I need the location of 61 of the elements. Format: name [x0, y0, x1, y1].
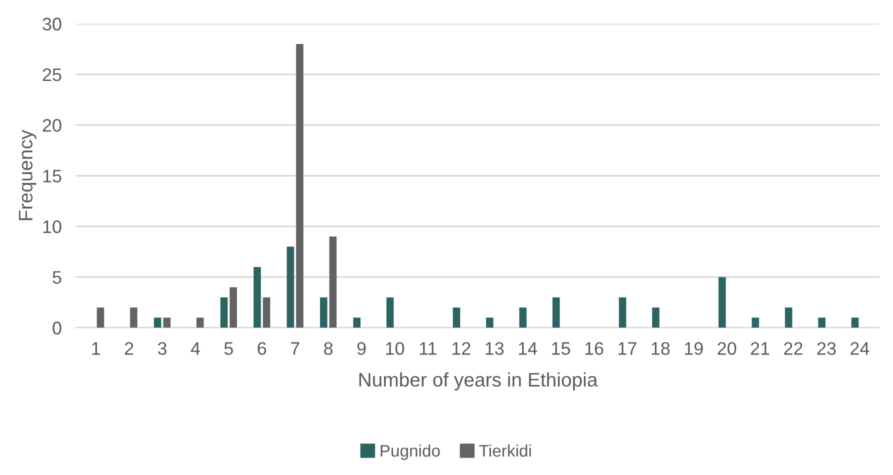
bar — [353, 318, 361, 328]
x-tick-label: 2 — [124, 342, 134, 355]
x-tick-label: 17 — [618, 342, 636, 355]
y-tick-label: 30 — [42, 18, 62, 30]
x-tick-label: 16 — [585, 342, 604, 355]
x-tick-label: 5 — [224, 342, 233, 355]
bar — [96, 307, 104, 328]
bar — [818, 318, 826, 328]
bar — [519, 307, 527, 328]
x-tick-label: 13 — [486, 342, 504, 355]
y-tick-label: 0 — [52, 322, 62, 334]
bar — [130, 307, 138, 328]
bar — [220, 297, 228, 328]
bar — [851, 318, 859, 328]
x-tick-label: 20 — [718, 342, 736, 355]
bar — [154, 318, 162, 328]
x-tick-label: 18 — [652, 342, 670, 355]
y-axis-title: Frequency — [18, 130, 36, 220]
x-tick-label: 23 — [817, 342, 836, 355]
bar — [296, 44, 304, 328]
x-tick-label: 1 — [92, 342, 100, 355]
y-tick-label: 20 — [42, 119, 62, 132]
x-tick-label: 9 — [357, 342, 366, 355]
x-tick-label: 4 — [190, 342, 200, 355]
bar — [552, 297, 560, 328]
x-tick-label: 14 — [518, 342, 538, 355]
x-tick-label: 11 — [420, 342, 436, 355]
y-tick-label: 25 — [42, 68, 62, 82]
bar — [386, 297, 394, 328]
bar — [718, 277, 726, 328]
bar — [163, 318, 171, 328]
x-tick-label: 19 — [684, 342, 703, 355]
x-tick-label: 24 — [850, 342, 870, 355]
x-tick-label: 12 — [452, 342, 470, 355]
bar — [452, 307, 460, 328]
x-tick-label: 15 — [552, 342, 570, 355]
x-tick-label: 21 — [750, 342, 770, 355]
y-tick-label: 10 — [43, 220, 62, 234]
x-tick-label: 6 — [258, 342, 266, 355]
x-tick-label: 22 — [784, 342, 802, 355]
x-tick-label: 3 — [158, 342, 166, 355]
y-tick-label: 15 — [43, 170, 62, 182]
bar — [320, 297, 328, 328]
bar — [784, 307, 792, 328]
legend-label: Tierkidi — [479, 444, 531, 457]
bar — [486, 318, 494, 328]
bar — [254, 266, 261, 328]
y-tick-label: 5 — [52, 271, 62, 284]
bar — [196, 318, 204, 328]
bar — [262, 297, 270, 328]
bar — [652, 307, 660, 328]
bar — [230, 287, 237, 328]
bar — [752, 318, 760, 328]
x-tick-label: 10 — [386, 342, 404, 355]
x-tick-label: 8 — [324, 342, 333, 355]
bar — [286, 246, 294, 328]
x-tick-label: 7 — [291, 342, 300, 355]
bar — [618, 297, 626, 328]
bar — [329, 236, 337, 328]
legend-label: Pugnido — [380, 444, 440, 460]
x-axis-title: Number of years in Ethiopia — [359, 372, 598, 390]
